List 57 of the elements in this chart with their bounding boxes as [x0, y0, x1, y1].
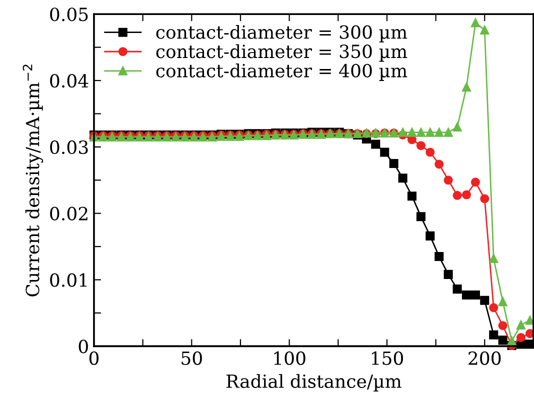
x-tick-label: 150 — [372, 351, 404, 366]
point — [462, 82, 471, 92]
point — [416, 141, 426, 150]
point — [452, 122, 462, 132]
point — [398, 174, 408, 183]
x-tick-label: 100 — [274, 351, 306, 366]
point — [426, 148, 435, 157]
point — [480, 296, 490, 305]
point — [470, 290, 480, 300]
point — [398, 128, 408, 137]
point — [498, 321, 508, 330]
point — [416, 128, 426, 137]
point — [434, 252, 444, 262]
y-tick-label: 0.03 — [50, 140, 88, 154]
point — [525, 316, 534, 325]
y-tick-label: 0.02 — [50, 206, 88, 220]
y-axis-title: Current density/mA·µm$^{−2}$ — [22, 64, 44, 296]
point — [380, 148, 390, 157]
x-axis-title: Radial distance/µm — [226, 374, 402, 392]
point — [426, 231, 435, 240]
point — [470, 18, 480, 28]
point — [489, 303, 498, 312]
point — [452, 284, 462, 294]
point — [389, 159, 398, 168]
point — [489, 254, 498, 264]
legend-label: contact-diameter = 350 µm — [156, 44, 408, 62]
point — [507, 336, 516, 346]
point — [480, 26, 490, 35]
point — [434, 128, 444, 137]
point — [462, 290, 471, 300]
y-tick-label: 0.01 — [50, 273, 87, 287]
point — [516, 320, 526, 330]
x-tick-label: 200 — [468, 351, 501, 366]
point — [407, 192, 416, 201]
point — [470, 178, 480, 187]
point — [434, 160, 444, 169]
point — [444, 128, 453, 137]
point — [462, 190, 471, 200]
point — [407, 128, 416, 137]
y-tick-label: 0.05 — [50, 8, 88, 22]
y-tick-label: 0 — [78, 340, 88, 354]
point — [371, 140, 380, 149]
point — [480, 194, 490, 204]
point — [498, 336, 508, 345]
point — [498, 297, 508, 306]
legend-label: contact-diameter = 400 µm — [156, 64, 408, 81]
point — [444, 270, 453, 279]
x-tick-label: 50 — [182, 351, 202, 366]
legend-label: contact-diameter = 300 µm — [156, 24, 408, 42]
point — [444, 176, 453, 185]
point — [489, 330, 498, 340]
point — [516, 333, 526, 342]
point — [452, 190, 462, 200]
point — [426, 128, 435, 137]
y-tick-label: 0.04 — [50, 74, 88, 88]
point — [416, 212, 426, 222]
x-tick-label: 0 — [89, 351, 99, 366]
